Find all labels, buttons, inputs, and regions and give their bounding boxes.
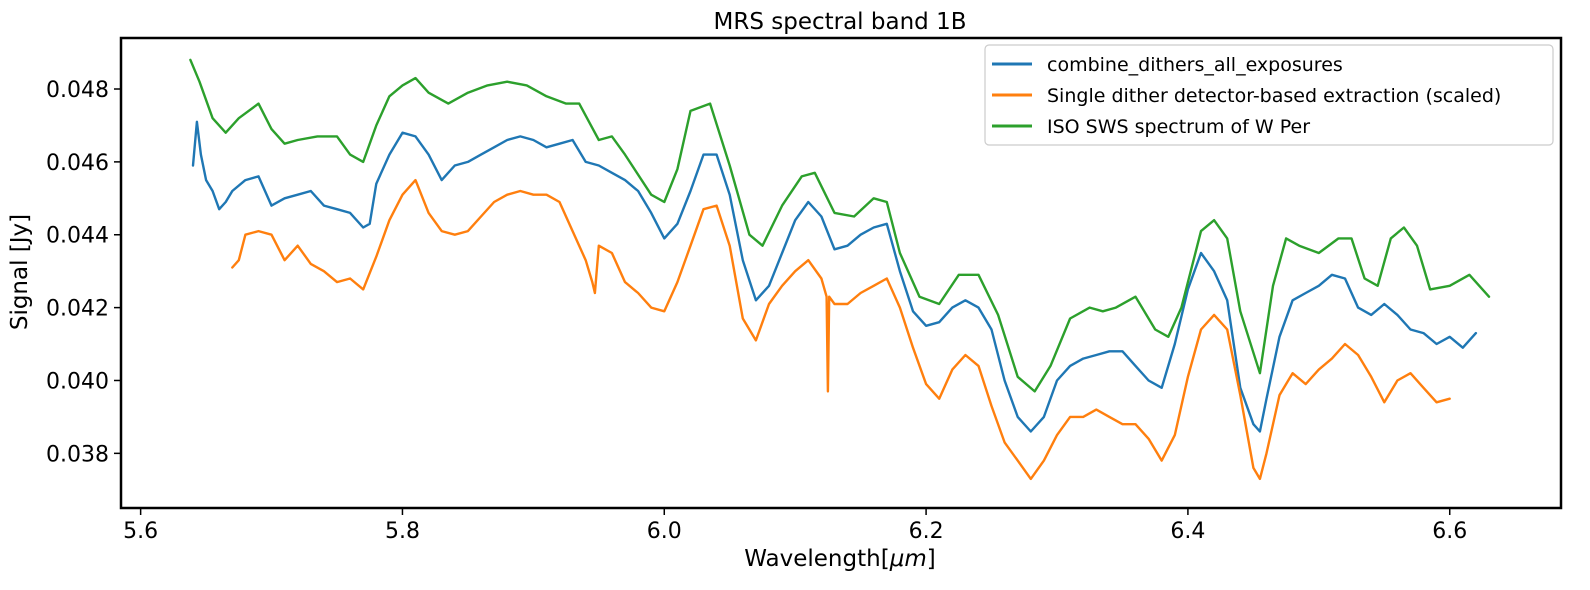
x-tick-label: 6.4 bbox=[1170, 519, 1205, 544]
plot-frame bbox=[119, 36, 1563, 510]
legend: combine_dithers_all_exposures Single dith… bbox=[984, 44, 1554, 146]
series-layer bbox=[189, 58, 1491, 481]
legend-label-0: combine_dithers_all_exposures bbox=[1047, 54, 1343, 76]
series-line-2 bbox=[189, 58, 1491, 393]
y-axis-label: Signal [Jy] bbox=[7, 214, 33, 330]
x-axis-label: Wavelength[μm] bbox=[744, 546, 935, 572]
plot-area bbox=[119, 36, 1563, 510]
y-tick-label: 0.044 bbox=[46, 224, 109, 249]
chart-title: MRS spectral band 1B bbox=[714, 9, 967, 35]
x-tick-label: 6.2 bbox=[909, 519, 944, 544]
x-axis: 5.6 5.8 6.0 6.2 6.4 6.6 bbox=[123, 508, 1467, 544]
x-tick-label: 6.0 bbox=[647, 519, 682, 544]
x-axis-label-text: Wavelength bbox=[744, 546, 880, 572]
y-tick-label: 0.046 bbox=[46, 151, 109, 176]
legend-label-2: ISO SWS spectrum of W Per bbox=[1047, 116, 1310, 138]
x-tick-label: 6.6 bbox=[1432, 519, 1467, 544]
legend-label-1: Single dither detector-based extraction … bbox=[1047, 85, 1501, 107]
series-line-0 bbox=[191, 120, 1478, 433]
x-tick-label: 5.6 bbox=[123, 519, 158, 544]
x-axis-label-unit: μm bbox=[889, 546, 927, 572]
x-axis-label-bracket-open: [ bbox=[881, 546, 890, 572]
y-tick-label: 0.042 bbox=[46, 297, 109, 322]
legend-box bbox=[984, 44, 1554, 146]
y-axis: 0.038 0.040 0.042 0.044 0.046 0.048 bbox=[46, 78, 121, 467]
y-tick-label: 0.038 bbox=[46, 442, 109, 467]
y-tick-label: 0.040 bbox=[46, 369, 109, 394]
y-tick-label: 0.048 bbox=[46, 78, 109, 103]
series-line-1 bbox=[231, 178, 1451, 481]
x-axis-label-bracket-close: ] bbox=[927, 546, 936, 572]
x-tick-label: 5.8 bbox=[385, 519, 420, 544]
